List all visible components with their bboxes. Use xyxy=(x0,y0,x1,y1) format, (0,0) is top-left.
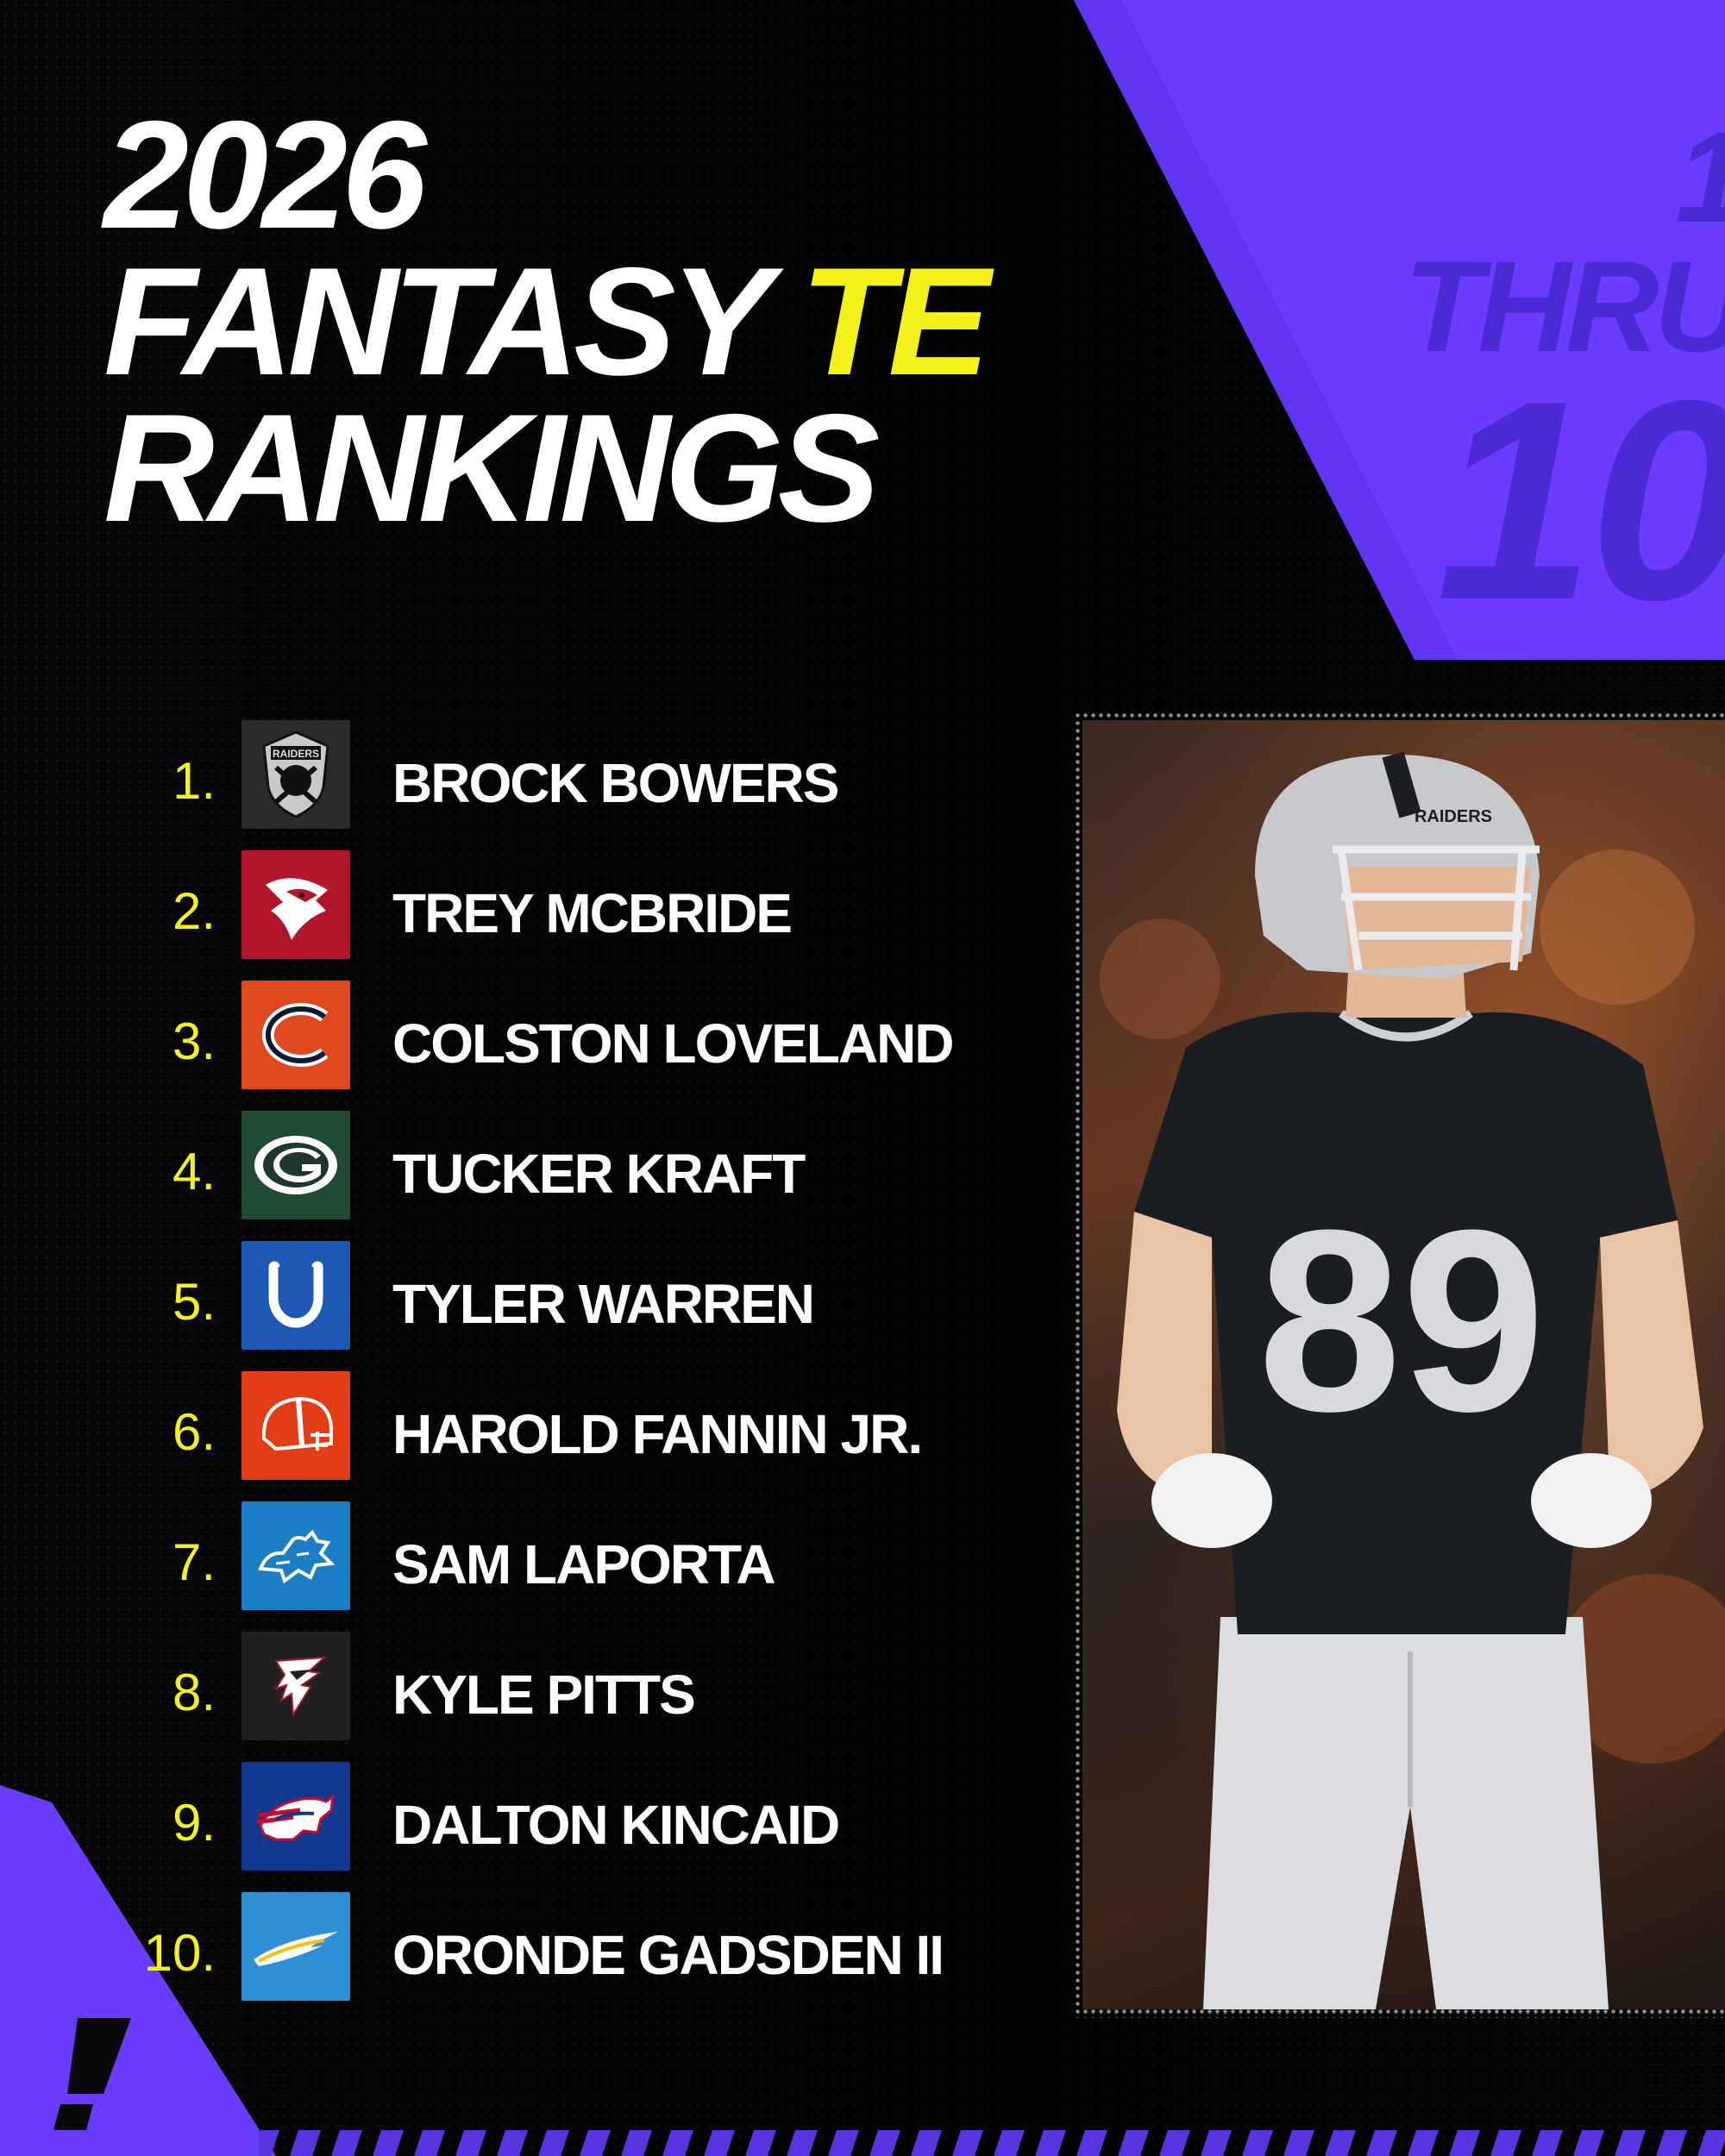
watermark-line-1: 1 THRU xyxy=(1403,112,1725,379)
rank-number: 4. xyxy=(172,1143,216,1200)
player-name: COLSTON LOVELAND xyxy=(392,1012,954,1075)
title-line-2: FANTASY TE xyxy=(104,245,990,398)
player-name: TREY MCBRIDE xyxy=(392,882,793,944)
rank-number: 9. xyxy=(172,1794,216,1852)
title-fantasy: FANTASY xyxy=(104,235,769,407)
list-item: 1. RAIDERS BROCK BOWERS xyxy=(129,720,992,830)
list-item: 9. DALTON KINCAID xyxy=(129,1762,992,1872)
rank-number: 2. xyxy=(172,882,216,940)
player-name: ORONDE GADSDEN II xyxy=(392,1924,944,1986)
player-name: HAROLD FANNIN JR. xyxy=(392,1403,923,1465)
helmet-text: RAIDERS xyxy=(1414,807,1492,826)
colts-logo xyxy=(242,1241,350,1350)
player-name: BROCK BOWERS xyxy=(392,752,839,814)
list-item: 6. HAROLD FANNIN JR. xyxy=(129,1371,992,1482)
rank-number: 7. xyxy=(172,1533,216,1591)
title-rankings: RANKINGS xyxy=(104,382,880,554)
chargers-logo xyxy=(242,1892,350,2001)
rank-number: 6. xyxy=(172,1403,216,1461)
title-position: TE xyxy=(800,235,990,407)
rank-number: 8. xyxy=(172,1664,216,1721)
packers-logo xyxy=(242,1111,350,1219)
watermark-line-2: 10 xyxy=(1435,341,1725,659)
list-item: 8. KYLE PITTS xyxy=(129,1632,992,1742)
player-name: DALTON KINCAID xyxy=(392,1794,840,1856)
list-item: 2. TREY MCBRIDE xyxy=(129,850,992,961)
player-name: TYLER WARREN xyxy=(392,1273,815,1335)
rank-number: 10. xyxy=(143,1924,216,1982)
page-title: 2026 FANTASY TE RANKINGS xyxy=(104,89,990,554)
player-name: SAM LAPORTA xyxy=(392,1533,776,1595)
purple-corner-shape xyxy=(1074,0,1725,660)
player-name: TUCKER KRAFT xyxy=(392,1143,806,1205)
bottom-stripes xyxy=(259,2130,1725,2156)
list-item: 3. COLSTON LOVELAND xyxy=(129,981,992,1091)
cardinals-logo xyxy=(242,850,350,959)
raiders-logo-text: RAIDERS xyxy=(273,748,319,760)
list-item: 4. TUCKER KRAFT xyxy=(129,1111,992,1221)
exclamation-icon xyxy=(53,2018,131,2130)
list-item: 10. ORONDE GADSDEN II xyxy=(129,1892,992,2002)
rank-number: 3. xyxy=(172,1012,216,1070)
falcons-logo xyxy=(242,1632,350,1740)
thru-watermark: 1 THRU 10 xyxy=(1354,112,1725,659)
bears-logo xyxy=(242,981,350,1089)
purple-bottom-shape xyxy=(0,1785,276,2156)
lions-logo xyxy=(242,1501,350,1610)
bills-logo xyxy=(242,1762,350,1871)
jersey-number: 89 xyxy=(1258,1175,1546,1465)
raiders-logo: RAIDERS xyxy=(242,720,350,829)
player-photo: 89 RAIDERS xyxy=(1082,720,1725,2009)
rank-number: 1. xyxy=(172,752,216,810)
rank-number: 5. xyxy=(172,1273,216,1331)
list-item: 5. TYLER WARREN xyxy=(129,1241,992,1351)
player-name: KYLE PITTS xyxy=(392,1664,696,1726)
browns-logo xyxy=(242,1371,350,1480)
title-year: 2026 xyxy=(104,89,427,260)
list-item: 7. SAM LAPORTA xyxy=(129,1501,992,1612)
